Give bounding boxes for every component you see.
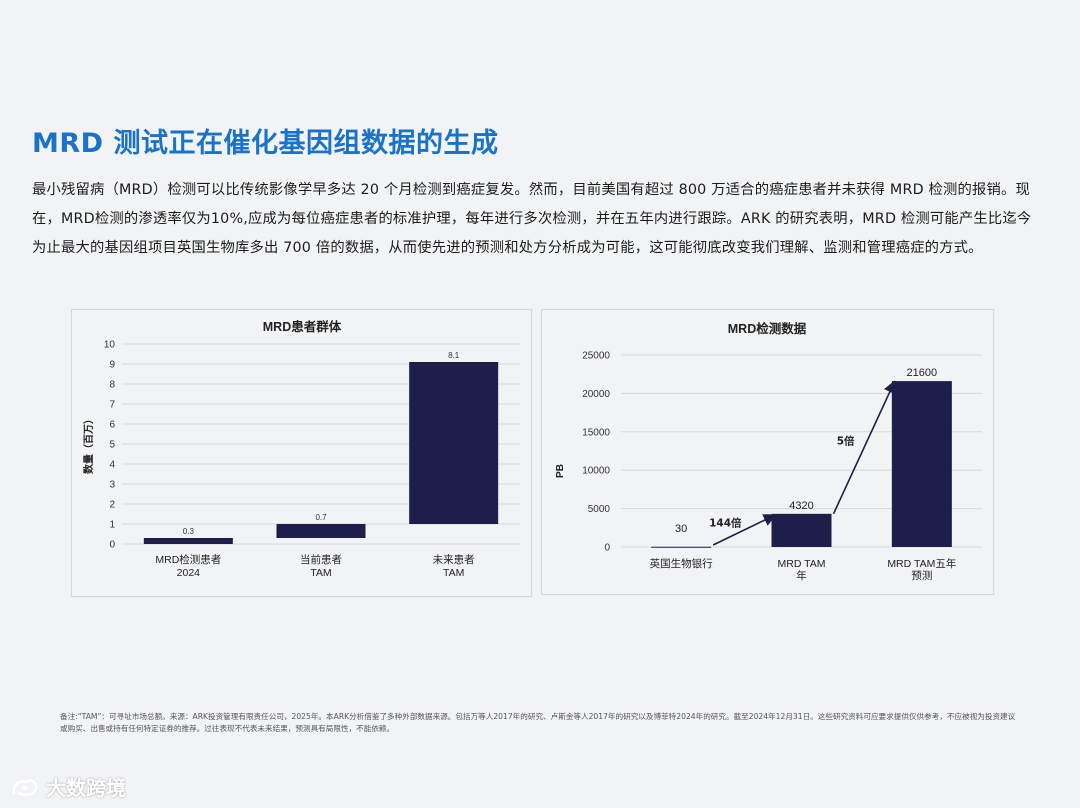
x-tick-label: MRD TAM 年 <box>777 558 825 582</box>
bar <box>771 513 832 547</box>
y-tick-label: 6 <box>109 420 115 431</box>
y-tick-label: 25000 <box>582 351 610 362</box>
footnote: 备注:“TAM”：可寻址市场总额。来源：ARK投资管理有限责任公司，2025年。… <box>60 712 1016 733</box>
y-tick-label: 5 <box>109 440 115 451</box>
data-label: 21600 <box>907 367 938 379</box>
data-label: 30 <box>675 523 687 535</box>
data-label: 0.3 <box>183 527 195 536</box>
growth-annotation: 144倍 <box>709 516 742 529</box>
chart-title: MRD患者群体 <box>263 319 342 334</box>
y-tick-label: 8 <box>109 380 115 391</box>
x-tick-label: 未来患者 TAM <box>433 554 475 579</box>
y-tick-label: 5000 <box>588 504 611 515</box>
y-tick-label: 2 <box>109 500 115 511</box>
intro-paragraph: 最小残留病（MRD）检测可以比传统影像学早多达 20 个月检测到癌症复发。然而，… <box>32 182 1032 256</box>
watermark: 大数跨境 <box>10 772 126 801</box>
x-tick-label: MRD检测患者 2024 <box>155 553 221 579</box>
bar <box>409 362 499 524</box>
y-axis-label: PB <box>555 464 566 478</box>
chart-title: MRD检测数据 <box>728 321 807 336</box>
bar <box>651 546 712 548</box>
data-label: 4320 <box>789 500 813 512</box>
x-tick-label: 英国生物银行 <box>650 557 713 570</box>
bar <box>276 524 366 538</box>
watermark-text: 大数跨境 <box>46 776 126 800</box>
y-tick-label: 0 <box>604 543 610 554</box>
chart-panel-patients: MRD患者群体 0 1 2 3 4 5 6 7 8 9 10 数量（百万） 0.3 MRD检测患者 2024 0… <box>71 309 532 597</box>
growth-annotation: 5倍 <box>837 434 855 447</box>
growth-arrow <box>712 514 777 546</box>
x-tick-label: 当前患者 TAM <box>300 553 342 579</box>
y-tick-label: 10 <box>104 340 116 351</box>
bar <box>143 538 233 544</box>
page-title: MRD 测试正在催化基因组数据的生成 <box>32 128 499 159</box>
y-tick-label: 7 <box>109 400 115 411</box>
y-tick-label: 10000 <box>582 466 610 477</box>
y-tick-label: 1 <box>109 520 115 531</box>
y-tick-label: 20000 <box>582 389 610 400</box>
y-tick-label: 15000 <box>582 427 610 438</box>
chart-panel-data: MRD检测数据 0 5000 10000 15000 20000 25000 PB 30 英国生物… <box>541 309 994 595</box>
y-tick-label: 0 <box>109 540 115 551</box>
y-axis-label: 数量（百万） <box>82 414 95 474</box>
chart-patients: MRD患者群体 0 1 2 3 4 5 6 7 8 9 10 数量（百万） 0.3 MRD检测患者 2024 0… <box>82 319 520 579</box>
chart-mrd-data: MRD检测数据 0 5000 10000 15000 20000 25000 PB 30 英国生物… <box>555 321 982 582</box>
y-tick-label: 3 <box>109 480 115 491</box>
growth-arrow <box>832 380 896 515</box>
x-tick-label: MRD TAM五年预测 <box>887 557 956 582</box>
data-label: 8.1 <box>448 351 460 360</box>
bar <box>891 381 952 547</box>
y-tick-label: 4 <box>109 460 115 471</box>
data-label: 0.7 <box>315 513 327 522</box>
watermark-logo-icon <box>10 776 40 798</box>
y-tick-label: 9 <box>109 360 115 371</box>
